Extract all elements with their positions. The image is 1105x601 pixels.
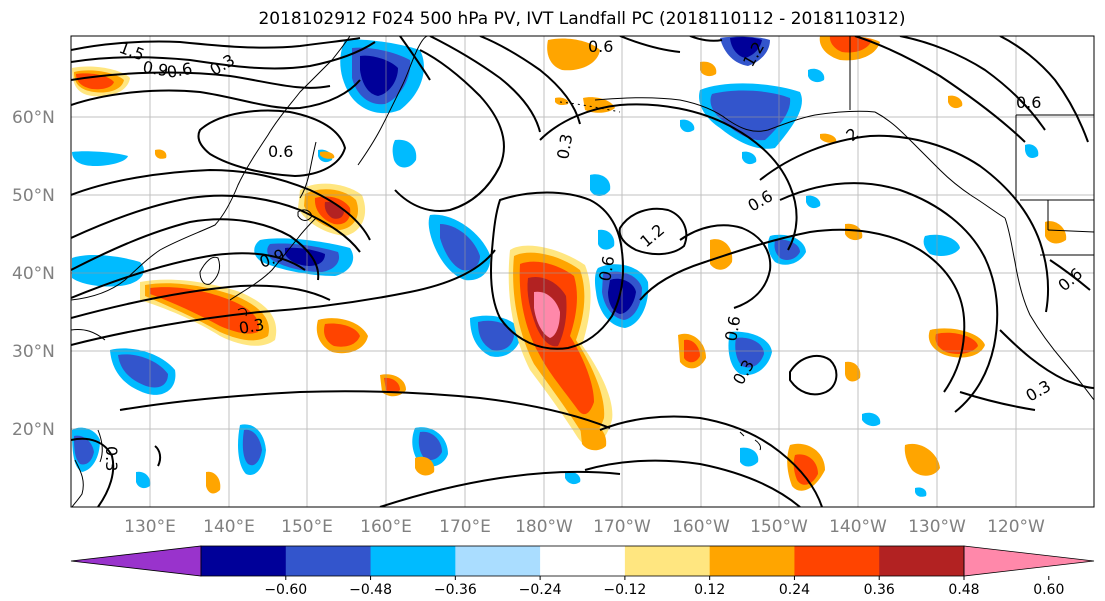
colorbar-outline — [200, 545, 965, 577]
colorbar-tick-label: 0.60 — [1033, 582, 1064, 598]
positive-anomaly-japan — [140, 279, 277, 346]
negative-anomaly-misc — [72, 68, 1039, 497]
lon-tick-label: 130°E — [124, 517, 176, 537]
contour-label: 0.6 — [1016, 93, 1041, 112]
negative-anomaly-japan — [254, 238, 354, 276]
lat-tick-label: 50°N — [12, 186, 55, 206]
contour-label: 0.3 — [553, 132, 576, 160]
colorbar-extend-high — [963, 545, 1095, 577]
colorbar-swatch — [794, 546, 880, 576]
lon-tick-label: 150°W — [750, 517, 808, 537]
colorbar: −0.60 −0.48 −0.36 −0.24 −0.12 0.12 0.24 0.36 0.4… — [70, 545, 1095, 598]
map-title: 2018102912 F024 500 hPa PV, IVT Landfall… — [258, 9, 906, 29]
colorbar-tick-label: 0.24 — [779, 582, 810, 598]
lon-tick-label: 120°W — [987, 517, 1045, 537]
positive-anomaly-central-pacific — [508, 245, 613, 451]
contour-label: 0.3 — [237, 315, 265, 338]
negative-anomaly-central — [428, 214, 491, 281]
negative-anomaly-kamchatka — [340, 39, 424, 114]
lon-tick-labels: 130°E 140°E 150°E 160°E 170°E 180°W 170°… — [124, 517, 1045, 537]
map-frame — [70, 35, 1095, 508]
colorbar-swatch — [624, 546, 711, 576]
colorbar-swatch — [879, 546, 965, 576]
colorbar-tick-label: 0.12 — [694, 582, 725, 598]
colorbar-swatch — [201, 546, 287, 576]
contour-label: 0.6 — [721, 314, 744, 342]
lat-tick-label: 40°N — [12, 264, 55, 284]
lat-tick-label: 30°N — [12, 342, 55, 362]
contour-label: 0.9 — [141, 57, 169, 80]
contour-label: 0.6 — [268, 142, 293, 161]
colorbar-swatch — [709, 546, 795, 576]
lat-tick-label: 20°N — [12, 420, 55, 440]
colorbar-extend-low — [70, 545, 202, 577]
colorbar-tick-label: −0.60 — [264, 582, 307, 598]
colorbar-swatch — [370, 546, 456, 576]
colorbar-swatch — [540, 546, 626, 576]
contour-label: 0.6 — [165, 59, 193, 82]
contour-label: 0.6 — [588, 37, 613, 56]
lon-tick-label: 160°E — [360, 517, 412, 537]
pv-contours — [71, 36, 1094, 507]
lat-tick-labels: 60°N 50°N 40°N 30°N 20°N — [12, 108, 55, 440]
colorbar-tick-label: −0.48 — [349, 582, 392, 598]
graticule — [71, 36, 1094, 507]
lon-tick-label: 140°E — [203, 517, 255, 537]
colorbar-swatch — [285, 546, 372, 576]
lon-tick-label: 160°W — [672, 517, 730, 537]
lon-tick-label: 140°W — [829, 517, 887, 537]
colorbar-tick-label: −0.24 — [519, 582, 562, 598]
lon-tick-label: 130°W — [908, 517, 966, 537]
lon-tick-label: 180°W — [515, 517, 573, 537]
coastlines — [71, 36, 1094, 507]
positive-anomaly-kuril — [298, 183, 366, 236]
colorbar-swatch — [455, 546, 541, 576]
colorbar-tick-label: 0.36 — [864, 582, 895, 598]
lon-tick-label: 170°W — [593, 517, 651, 537]
colorbar-tick-label: −0.36 — [434, 582, 477, 598]
colorbar-tick-label: 0.48 — [948, 582, 979, 598]
lon-tick-label: 150°E — [281, 517, 333, 537]
anomaly-shading — [72, 36, 1067, 497]
lon-tick-label: 170°E — [439, 517, 491, 537]
contour-label: 0.3 — [102, 446, 121, 471]
negative-anomaly-alaska — [699, 36, 802, 149]
contour-label: 0.6 — [595, 254, 618, 282]
colorbar-tick-label: −0.12 — [603, 582, 646, 598]
lat-tick-label: 60°N — [12, 108, 55, 128]
